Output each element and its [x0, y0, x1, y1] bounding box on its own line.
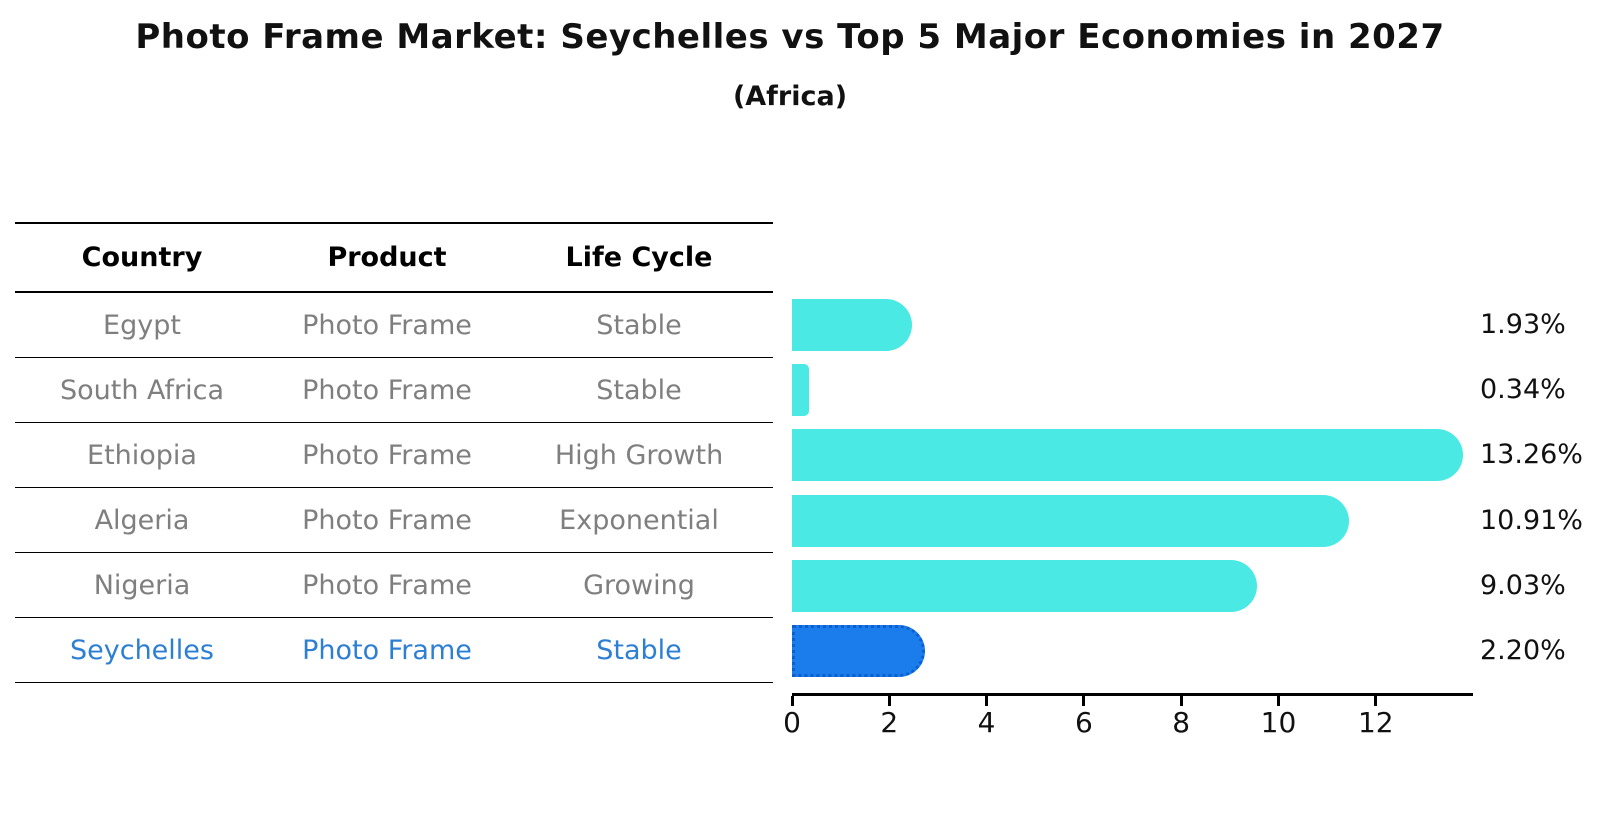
table-header-row: Country Product Life Cycle — [15, 224, 773, 293]
cell-product: Photo Frame — [302, 504, 472, 536]
column-header-country: Country — [81, 242, 203, 273]
x-tick-label: 0 — [783, 706, 801, 739]
cell-life-cycle: Stable — [596, 374, 682, 406]
cell-product: Photo Frame — [302, 439, 472, 471]
value-label-south-africa: 0.34% — [1480, 374, 1566, 406]
cell-life-cycle: Growing — [583, 569, 695, 601]
table-row: Ethiopia Photo Frame High Growth — [15, 423, 773, 488]
value-label-nigeria: 9.03% — [1480, 569, 1566, 601]
cell-country: Nigeria — [93, 569, 191, 601]
bar-south-africa — [792, 364, 809, 417]
cell-life-cycle: Exponential — [559, 504, 719, 536]
x-tick-label: 8 — [1172, 706, 1191, 739]
cell-product: Photo Frame — [302, 309, 472, 341]
x-tick-label: 6 — [1074, 706, 1093, 739]
cell-country: Seychelles — [70, 634, 214, 666]
x-tick-label: 2 — [880, 706, 899, 739]
cell-life-cycle: Stable — [596, 309, 682, 341]
x-tick-mark — [1277, 696, 1280, 706]
table-row: Algeria Photo Frame Exponential — [15, 488, 773, 553]
cell-life-cycle: Stable — [596, 634, 682, 666]
cell-country: Ethiopia — [87, 439, 197, 471]
country-table: Country Product Life Cycle Egypt Photo F… — [15, 222, 773, 683]
bar-seychelles — [792, 625, 926, 677]
value-label-algeria: 10.91% — [1480, 504, 1583, 536]
cell-country: Egypt — [103, 309, 181, 341]
cell-product: Photo Frame — [302, 374, 472, 406]
x-tick-label: 4 — [977, 706, 996, 739]
table-row: Nigeria Photo Frame Growing — [15, 553, 773, 618]
cell-country: South Africa — [59, 374, 225, 406]
cell-product: Photo Frame — [302, 634, 472, 666]
table-row: South Africa Photo Frame Stable — [15, 358, 773, 423]
value-label-egypt: 1.93% — [1480, 309, 1566, 340]
column-header-life-cycle: Life Cycle — [565, 242, 713, 273]
x-tick-label: 10 — [1260, 706, 1297, 739]
chart-subtitle: (Africa) — [732, 81, 848, 112]
value-label-ethiopia: 13.26% — [1480, 439, 1583, 471]
x-tick-mark — [887, 696, 891, 706]
cell-product: Photo Frame — [302, 569, 472, 601]
cell-life-cycle: High Growth — [554, 439, 724, 471]
x-tick-mark — [1374, 696, 1378, 706]
table-row: Seychelles Photo Frame Stable — [15, 618, 773, 683]
table-row: Egypt Photo Frame Stable — [15, 293, 773, 358]
bar-nigeria — [792, 559, 1258, 612]
chart-title: Photo Frame Market: Seychelles vs Top 5 … — [135, 17, 1445, 57]
x-tick-mark — [1179, 696, 1183, 706]
x-tick-label: 12 — [1357, 706, 1394, 739]
value-label-seychelles: 2.20% — [1480, 635, 1566, 666]
x-tick-mark — [985, 696, 989, 706]
bar-egypt — [792, 299, 912, 351]
x-axis-line — [792, 693, 1473, 696]
x-tick-mark — [790, 696, 794, 706]
column-header-product: Product — [327, 242, 447, 273]
bar-ethiopia — [792, 429, 1464, 482]
table-body: Egypt Photo Frame Stable South Africa Ph… — [15, 293, 773, 683]
bar-algeria — [792, 494, 1349, 547]
cell-country: Algeria — [94, 504, 190, 536]
x-tick-mark — [1082, 696, 1086, 706]
